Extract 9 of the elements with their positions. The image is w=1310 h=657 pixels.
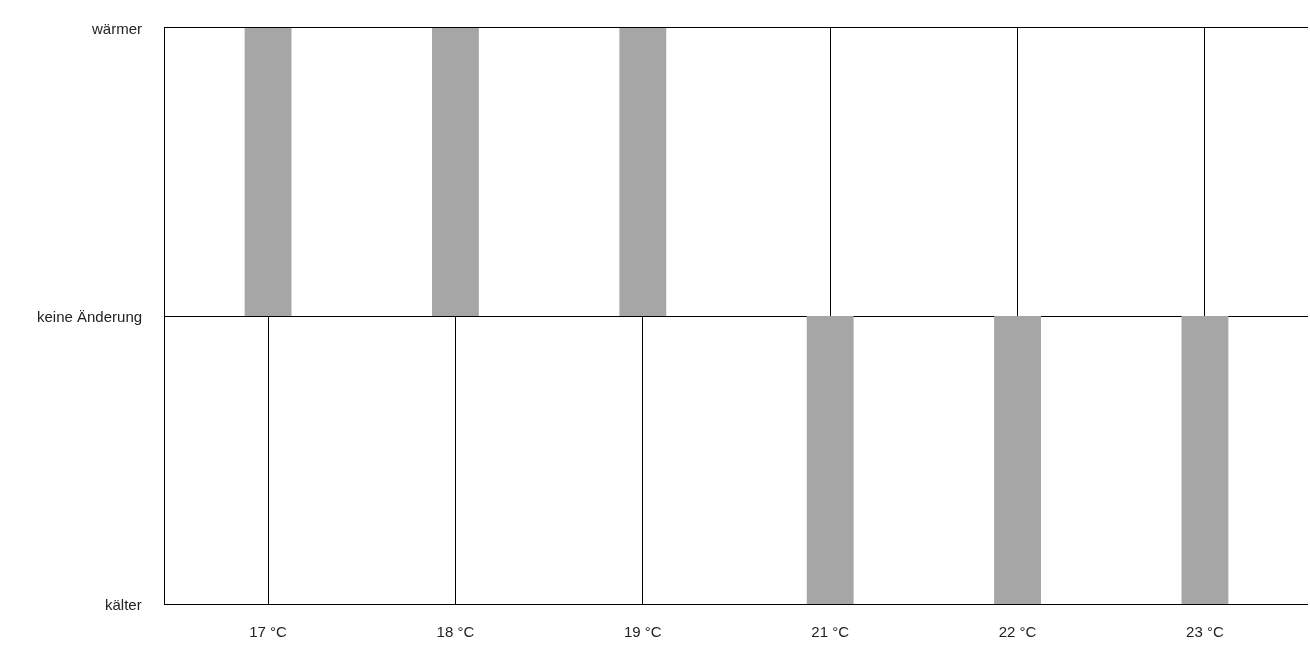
text: wärmer [91,20,143,37]
text: kälter [105,596,142,613]
x-tick-label: 19 °C [623,623,662,640]
text: keine Änderung [37,308,143,325]
x-tick-label: 21 °C [811,623,850,640]
x-tick-label: 23 °C [1186,623,1224,640]
x-tick-label: 18 °C [436,623,475,640]
x-tick-label: 17 °C [249,623,288,640]
x-tick-label: 22 °C [998,623,1037,640]
